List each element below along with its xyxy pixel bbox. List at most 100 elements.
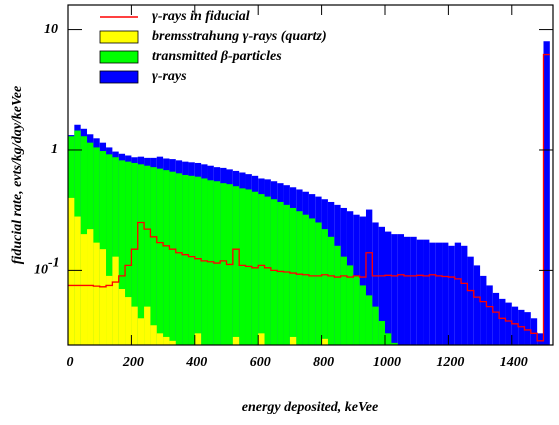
histogram-bar (232, 336, 240, 345)
step-line (68, 53, 550, 342)
histogram-bar (289, 336, 297, 345)
histogram-bar (537, 333, 544, 345)
histogram-bar (137, 318, 145, 345)
histogram-bar (321, 338, 328, 345)
histogram-bar (125, 161, 132, 345)
histogram-bar (283, 204, 290, 345)
histogram-bar (163, 336, 170, 345)
histogram-bar (467, 256, 474, 345)
x-tick-label: 0 (67, 355, 74, 370)
histogram-bar (492, 292, 500, 345)
histogram-bar (188, 175, 195, 345)
x-tick-label: 600 (250, 355, 271, 370)
histogram-bar (169, 340, 176, 345)
histogram-bar (87, 229, 94, 345)
legend-label: γ-rays (152, 69, 187, 84)
x-tick-label: 800 (313, 355, 334, 370)
plot-area (68, 41, 550, 345)
histogram-bar (68, 197, 75, 345)
x-tick-label: 200 (122, 355, 144, 370)
histogram-bar (524, 312, 531, 345)
histogram-bar (106, 154, 113, 345)
histogram-bar (156, 333, 164, 345)
histogram-bar (74, 216, 81, 345)
histogram-bar (543, 41, 550, 345)
histogram-bar (480, 275, 487, 345)
histogram-bar (245, 189, 252, 345)
x-tick-label: 1400 (500, 355, 528, 370)
histogram-bar (315, 222, 322, 345)
histogram-bar (137, 164, 145, 345)
histogram-bar (334, 245, 341, 345)
histogram-bar (372, 222, 379, 345)
y-tick-label: 10 (34, 263, 48, 278)
histogram-bar (473, 265, 481, 345)
histogram-bar (448, 245, 455, 345)
histogram-bar (365, 295, 373, 345)
y-axis-label: fiducial rate, evts/kg/day/keVee (10, 86, 25, 264)
histogram-bar (194, 333, 202, 345)
histogram-bar (144, 306, 151, 345)
legend-swatch (99, 70, 139, 84)
histogram-bar (365, 209, 373, 345)
y-tick-label: 1 (51, 142, 58, 157)
histogram-bar (175, 173, 183, 345)
histogram-bar (416, 239, 424, 345)
histogram-bar (258, 194, 265, 345)
histogram-bar (435, 242, 443, 345)
histogram-bar (150, 325, 157, 345)
histogram-bar (359, 216, 366, 345)
histogram-bar (346, 265, 354, 345)
histogram-bar (258, 333, 265, 345)
histogram-bar (112, 157, 119, 345)
x-tick-label: 1200 (436, 355, 464, 370)
histogram-bar (391, 342, 398, 345)
histogram-bar (505, 302, 512, 345)
histogram-bar (461, 245, 468, 345)
histogram-bar (125, 297, 132, 345)
histogram-bar (384, 333, 392, 345)
histogram-bar (106, 275, 113, 345)
histogram-bar (302, 214, 309, 345)
histogram-bar (169, 171, 176, 345)
histogram-bar (327, 236, 335, 345)
histogram-bar (486, 285, 493, 345)
histogram-bar (454, 242, 462, 345)
histogram-bar (99, 249, 107, 345)
histogram-bar (220, 183, 227, 345)
histogram-bar (442, 242, 449, 345)
y-tick-exponent: -1 (48, 256, 60, 271)
histogram-bar (404, 236, 411, 345)
histogram-bar (359, 285, 366, 345)
histogram-bar (499, 298, 506, 345)
legend-swatch (99, 30, 139, 44)
histogram-bar (80, 234, 88, 345)
histogram-bar (296, 211, 303, 345)
histogram-bar (397, 234, 405, 345)
histogram-bar (340, 256, 347, 345)
histogram-bar (118, 160, 126, 345)
histogram-bar (93, 242, 100, 345)
histogram-bar (353, 275, 360, 345)
histogram-bar (289, 207, 297, 345)
histogram-bar (321, 229, 328, 345)
histogram-bar (118, 289, 126, 345)
histogram-bar (239, 188, 246, 345)
histogram-bar (207, 180, 214, 345)
histogram-bar (156, 168, 164, 345)
histogram-bar (201, 178, 208, 345)
histogram-bar (423, 239, 430, 345)
histogram-bar (131, 162, 138, 345)
histogram-bar (163, 170, 170, 345)
histogram-bar (511, 306, 519, 345)
histogram-bar (530, 318, 538, 345)
legend-label: γ-rays in fiducial (152, 9, 250, 24)
histogram-bar (429, 242, 436, 345)
histogram-bar (232, 186, 240, 345)
histogram-bar (372, 306, 379, 345)
histogram-bar (150, 167, 157, 345)
histogram-bar (131, 306, 138, 345)
histogram-bar (378, 226, 385, 345)
histogram-bar (378, 320, 385, 345)
